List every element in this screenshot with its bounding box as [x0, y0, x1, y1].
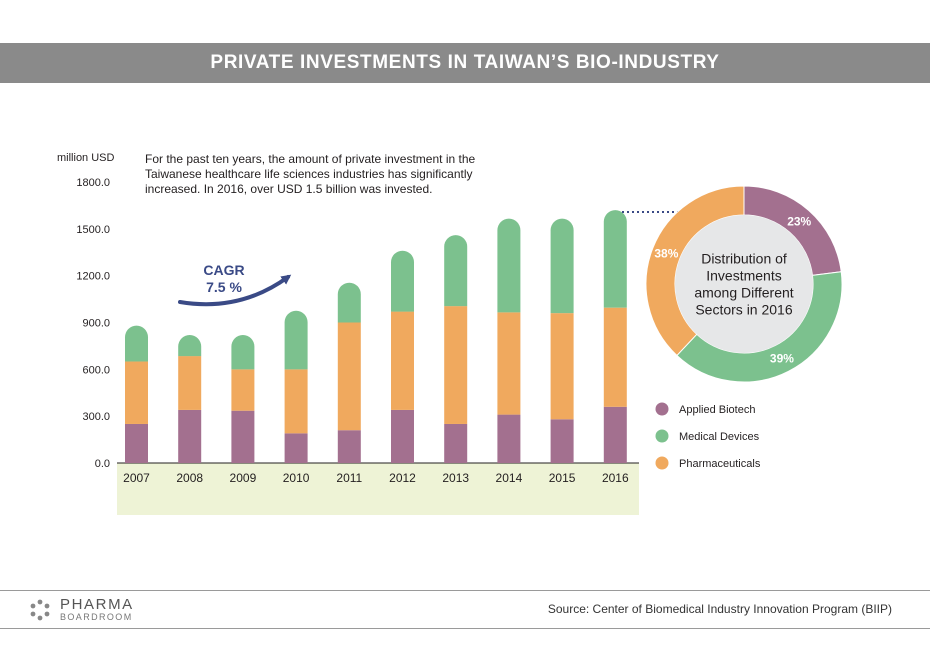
source-note: Source: Center of Biomedical Industry In…: [547, 602, 892, 616]
logo-text-pharma: PHARMA: [60, 596, 134, 613]
bar-segment-pharmaceuticals-2010: [284, 369, 308, 434]
bar-segment-medical-devices-2008: [178, 334, 202, 357]
legend-swatch-medical-devices: [655, 429, 669, 443]
bar-segment-applied-biotech-2014: [497, 414, 521, 463]
donut-hole: [675, 215, 813, 353]
cagr-arrow: [178, 274, 292, 307]
legend-swatch-pharmaceuticals: [655, 456, 669, 470]
bar-segment-applied-biotech-2012: [391, 409, 414, 463]
bar-segment-applied-biotech-2007: [125, 423, 148, 463]
intro-paragraph: For the past ten years, the amount of pr…: [145, 152, 476, 196]
y-tick-label: 600.0: [82, 364, 110, 376]
logo-dots-icon: [30, 599, 50, 621]
x-tick-label: 2007: [123, 471, 150, 485]
bar-segment-medical-devices-2007: [125, 325, 148, 362]
x-tick-label: 2011: [336, 471, 362, 485]
bar-segment-medical-devices-2014: [497, 218, 521, 313]
y-tick-label: 1500.0: [76, 224, 110, 236]
chart-title-banner: PRIVATE INVESTMENTS IN TAIWAN’S BIO-INDU…: [0, 43, 930, 83]
bar-segment-applied-biotech-2016: [603, 406, 627, 463]
x-tick-label: 2012: [389, 471, 416, 485]
legend: Applied Biotech Medical Devices Pharmaceut…: [655, 402, 761, 470]
x-tick-label: 2009: [230, 471, 257, 485]
donut-chart: 23% 39% 38%: [645, 185, 843, 383]
y-tick-label: 0.0: [95, 458, 110, 470]
chart-title: PRIVATE INVESTMENTS IN TAIWAN’S BIO-INDU…: [210, 52, 720, 73]
bar-segment-pharmaceuticals-2011: [337, 322, 361, 431]
y-tick-label: 900.0: [82, 318, 110, 330]
y-tick-label: 300.0: [82, 411, 110, 423]
bar-segment-applied-biotech-2013: [444, 423, 468, 463]
logo-text-boardroom: BOARDROOM: [60, 612, 133, 622]
bar-segment-applied-biotech-2015: [550, 419, 574, 463]
bar-segment-pharmaceuticals-2013: [444, 306, 468, 424]
x-tick-label: 2008: [176, 471, 203, 485]
bar-segment-pharmaceuticals-2012: [391, 311, 414, 410]
donut-slice-label-medical-devices: 39%: [770, 351, 794, 365]
donut-slice-label-pharmaceuticals: 38%: [654, 246, 678, 260]
bar-segment-pharmaceuticals-2014: [497, 312, 521, 415]
donut-center-line: Sectors in 2016: [695, 302, 792, 318]
x-tick-label: 2014: [496, 471, 523, 485]
y-tick-label: 1200.0: [76, 271, 110, 283]
stacked-bars: [125, 210, 627, 463]
legend-label-applied-biotech: Applied Biotech: [679, 404, 755, 416]
bar-segment-medical-devices-2013: [444, 235, 468, 307]
legend-swatch-applied-biotech: [655, 402, 669, 416]
y-axis-ticks: 0.0 300.0 600.0 900.0 1200.0 1500.0 1800.0: [76, 177, 110, 470]
footer-divider-top: [0, 590, 930, 591]
donut-center-line: Investments: [706, 268, 781, 284]
cagr-label: CAGR: [203, 262, 244, 278]
x-tick-label: 2010: [283, 471, 310, 485]
y-tick-label: 1800.0: [76, 177, 110, 189]
donut-center-line: Distribution of: [701, 251, 787, 267]
bar-segment-medical-devices-2009: [231, 334, 255, 370]
x-tick-label: 2013: [442, 471, 469, 485]
bar-segment-medical-devices-2016: [603, 210, 627, 308]
bar-segment-applied-biotech-2011: [337, 430, 361, 463]
y-axis-unit-label: million USD: [57, 152, 115, 164]
footer-divider-bottom: [0, 628, 930, 629]
x-axis-band: [117, 463, 639, 515]
cagr-annotation: CAGR 7.5 %: [178, 262, 292, 307]
bar-segment-pharmaceuticals-2008: [178, 356, 202, 410]
x-axis-labels: 2007 2008 2009 2010 2011 2012 2013 2014 2015 2016: [123, 471, 629, 485]
bar-segment-medical-devices-2012: [391, 250, 414, 312]
bar-segment-medical-devices-2015: [550, 218, 574, 314]
bar-segment-applied-biotech-2008: [178, 409, 202, 463]
bar-segment-pharmaceuticals-2009: [231, 369, 255, 411]
bar-segment-medical-devices-2011: [337, 282, 361, 323]
cagr-value: 7.5 %: [206, 279, 242, 295]
bar-segment-pharmaceuticals-2007: [125, 361, 148, 424]
donut-center-line: among Different: [694, 285, 793, 301]
bar-segment-medical-devices-2010: [284, 310, 308, 370]
x-tick-label: 2016: [602, 471, 629, 485]
legend-label-pharmaceuticals: Pharmaceuticals: [679, 458, 761, 470]
bar-segment-pharmaceuticals-2016: [603, 307, 627, 407]
x-tick-label: 2015: [549, 471, 576, 485]
bar-segment-applied-biotech-2010: [284, 433, 308, 463]
pharmaboardroom-logo: PHARMA BOARDROOM: [28, 597, 134, 623]
donut-slice-label-applied-biotech: 23%: [787, 214, 811, 228]
bar-segment-applied-biotech-2009: [231, 410, 255, 463]
bar-segment-pharmaceuticals-2015: [550, 313, 574, 420]
legend-label-medical-devices: Medical Devices: [679, 431, 760, 443]
